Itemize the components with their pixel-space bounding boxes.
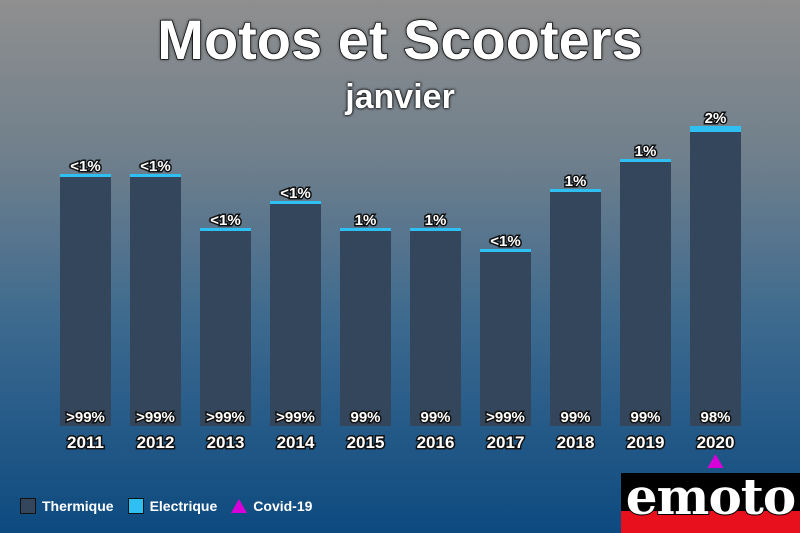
bar-thermique-2017 [480, 252, 531, 426]
bar-thermique-2015 [340, 231, 391, 426]
label-electrique-2016: 1% [425, 212, 447, 229]
bar-electrique-2017 [480, 249, 531, 252]
label-thermique-2015: 99% [350, 409, 380, 426]
legend-item-thermique: Thermique [20, 498, 114, 514]
label-electrique-2019: 1% [635, 143, 657, 160]
tick-label-2016: 2016 [417, 433, 455, 452]
legend-item-electrique: Electrique [127, 498, 218, 514]
label-electrique-2020: 2% [705, 110, 727, 127]
label-electrique-2018: 1% [565, 173, 587, 190]
tick-label-2011: 2011 [67, 433, 104, 452]
tick-label-2018: 2018 [557, 433, 595, 452]
tick-label-2013: 2013 [207, 433, 245, 452]
covid-triangle-icon [231, 499, 248, 513]
label-thermique-2019: 99% [630, 409, 660, 426]
tick-label-2012: 2012 [137, 433, 175, 452]
label-thermique-2017: >99% [486, 409, 525, 426]
bar-thermique-2014 [270, 204, 321, 426]
label-thermique-2013: >99% [206, 409, 245, 426]
bar-electrique-2011 [60, 174, 111, 177]
emoto-logo[interactable]: emoto [621, 473, 800, 533]
label-thermique-2016: 99% [420, 409, 450, 426]
legend-label-covid: Covid-19 [253, 498, 313, 514]
legend-swatch-thermique [20, 498, 36, 514]
label-electrique-2012: <1% [140, 158, 170, 175]
legend: Thermique Electrique Covid-19 [20, 496, 312, 516]
bar-electrique-2015 [340, 228, 391, 231]
tick-label-2020: 2020 [697, 433, 735, 452]
label-electrique-2011: <1% [70, 158, 100, 175]
label-thermique-2020: 98% [700, 409, 730, 426]
tick-label-2015: 2015 [347, 433, 385, 452]
label-thermique-2018: 99% [560, 409, 590, 426]
bar-electrique-2020 [690, 126, 741, 132]
label-electrique-2013: <1% [210, 212, 240, 229]
label-thermique-2014: >99% [276, 409, 315, 426]
bar-thermique-2020 [690, 132, 741, 426]
tick-label-2017: 2017 [487, 433, 525, 452]
bar-electrique-2019 [620, 159, 671, 162]
bar-electrique-2018 [550, 189, 601, 192]
bar-thermique-2011 [60, 177, 111, 426]
bar-thermique-2018 [550, 192, 601, 426]
bar-electrique-2013 [200, 228, 251, 231]
chart-title: Motos et Scooters [157, 7, 644, 72]
legend-label-thermique: Thermique [42, 498, 114, 514]
bar-thermique-2013 [200, 231, 251, 426]
logo-text: emoto [625, 473, 798, 527]
bar-thermique-2019 [620, 162, 671, 426]
legend-label-electrique: Electrique [149, 498, 218, 514]
bar-electrique-2012 [130, 174, 181, 177]
bar-thermique-2012 [130, 177, 181, 426]
chart-subtitle: janvier [345, 78, 455, 116]
bar-thermique-2016 [410, 231, 461, 426]
bar-electrique-2016 [410, 228, 461, 231]
label-thermique-2011: >99% [66, 409, 105, 426]
label-electrique-2015: 1% [355, 212, 377, 229]
covid-marker-2020 [707, 454, 724, 468]
label-electrique-2017: <1% [490, 233, 520, 250]
tick-label-2014: 2014 [277, 433, 315, 452]
bar-electrique-2014 [270, 201, 321, 204]
legend-swatch-electrique [127, 498, 144, 514]
logo-red-band [621, 511, 800, 533]
legend-item-covid: Covid-19 [231, 498, 312, 514]
label-electrique-2014: <1% [280, 185, 310, 202]
tick-label-2019: 2019 [627, 433, 665, 452]
label-thermique-2012: >99% [136, 409, 175, 426]
